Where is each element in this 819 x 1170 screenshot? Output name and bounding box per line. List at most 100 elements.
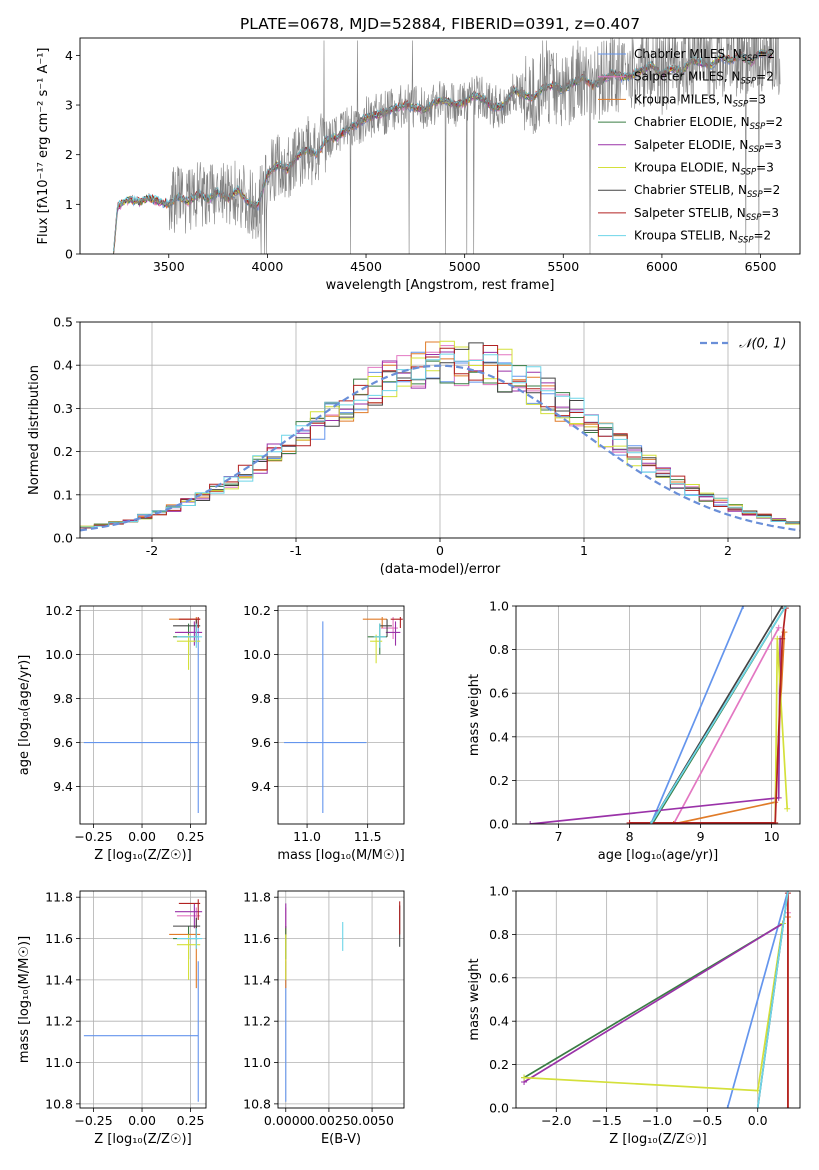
legend-text: Salpeter MILES, N <box>634 70 741 84</box>
y-tick-label: 0.6 <box>489 970 509 985</box>
y-tick-label: 11.8 <box>45 890 73 905</box>
y-tick-label: 0.4 <box>489 1014 509 1029</box>
y-tick-label: 11.6 <box>243 931 271 946</box>
y-axis-label: age [log₁₀(age/yr)] <box>17 655 32 776</box>
y-tick-label: 1 <box>65 197 73 212</box>
y-tick-label: 9.6 <box>53 735 73 750</box>
plot-area <box>278 606 404 824</box>
x-tick-label: 7 <box>555 829 563 844</box>
legend-entry: Chabrier ELODIE, NSSP=2 <box>634 115 783 132</box>
axes-frame <box>79 890 207 1109</box>
x-tick-label: -2 <box>146 543 158 558</box>
data-spectrum <box>113 38 781 254</box>
axes-age-vs-mass: 11.0 11.5 9.4 9.6 9.8 10.0 10.2 mass [log₁₀(M/M… <box>243 603 405 863</box>
legend-text: Salpeter ELODIE, N <box>634 138 748 152</box>
x-tick-label: 1 <box>580 543 588 558</box>
weight-marker <box>779 606 786 609</box>
y-tick-label: 4 <box>65 48 73 63</box>
legend-entry: Salpeter MILES, NSSP=2 <box>634 70 774 87</box>
y-tick-label: 9.8 <box>53 691 73 706</box>
y-tick-label: 0.1 <box>53 487 73 502</box>
legend-subscript: SSP <box>741 77 757 87</box>
x-axis-label: Z [log₁₀(Z/Z☉)] <box>609 1132 706 1147</box>
axes-frame <box>277 890 405 1109</box>
y-tick-label: 0.3 <box>53 401 73 416</box>
legend-entry: Kroupa STELIB, NSSP=2 <box>634 229 771 246</box>
axes-mass-weight-vs-age: 7 8 9 10 0.0 0.2 0.4 0.6 0.8 1.0 age [log₁₀(age/yr… <box>467 599 801 863</box>
x-tick-label: −0.25 <box>74 1113 112 1128</box>
weight-marker <box>782 606 789 609</box>
axes-frame <box>79 37 801 255</box>
legend-text: Chabrier ELODIE, N <box>634 115 750 129</box>
x-axis-label: E(B-V) <box>321 1132 361 1147</box>
legend-text: Kroupa MILES, N <box>634 92 733 106</box>
axes-mass-weight-vs-Z: −2.0 −1.5 −1.0 −0.5 0.0 0.0 0.2 0.4 0.6 0.8 1.0 Z [… <box>467 884 801 1147</box>
weight-line <box>673 632 786 824</box>
weight-marker <box>527 821 534 824</box>
weight-marker <box>626 819 633 824</box>
y-tick-label: 11.2 <box>243 1014 271 1029</box>
y-tick-label: 3 <box>65 98 73 113</box>
weight-marker <box>670 821 677 824</box>
y-tick-label: 0.2 <box>53 444 73 459</box>
weight-line <box>530 638 781 824</box>
y-tick-label: 9.4 <box>53 779 73 794</box>
x-tick-label: 0.0 <box>748 1113 768 1128</box>
y-tick-label: 0.8 <box>489 927 509 942</box>
plot-area <box>80 891 206 1108</box>
plot-area <box>516 606 800 824</box>
x-tick-label: 6500 <box>745 259 777 274</box>
x-tick-label: −1.0 <box>642 1113 672 1128</box>
x-tick-label: 6000 <box>646 259 678 274</box>
legend-text: Kroupa ELODIE, N <box>634 161 741 175</box>
axes-spectrum: 3500 4000 4500 5000 5500 6000 6500 0 1 2 3 4 wavelen… <box>36 37 801 293</box>
legend-suffix: =2 <box>754 229 772 243</box>
y-tick-label: 10.0 <box>45 647 73 662</box>
y-tick-label: 11.4 <box>243 972 271 987</box>
y-tick-label: 11.4 <box>45 972 73 987</box>
x-tick-label: 0.0025 <box>307 1113 351 1128</box>
y-tick-label: 9.4 <box>251 779 271 794</box>
weight-line <box>523 922 784 1083</box>
axes-mass-vs-Z: −0.25 0.00 0.25 10.8 11.0 11.2 11.4 11.6 11.8 Z [… <box>17 890 207 1147</box>
x-tick-label: 8 <box>626 829 634 844</box>
x-tick-label: 4500 <box>350 259 382 274</box>
weight-marker <box>784 805 791 812</box>
y-tick-label: 11.6 <box>45 931 73 946</box>
y-tick-label: 10.8 <box>45 1096 73 1111</box>
axes-frame <box>515 890 801 1109</box>
weight-marker <box>784 1105 791 1108</box>
x-tick-label: −1.5 <box>591 1113 621 1128</box>
y-axis-label: Flux [fλ10⁻¹⁷ erg cm⁻² s⁻¹ A⁻¹] <box>36 48 51 245</box>
legend-subscript: SSP <box>738 236 754 246</box>
plot-area <box>80 606 206 824</box>
y-tick-label: 0.0 <box>489 817 509 832</box>
weight-marker <box>775 624 782 631</box>
x-tick-label: 0.25 <box>177 1113 205 1128</box>
y-tick-label: 0 <box>65 247 73 262</box>
weight-marker <box>724 1105 731 1108</box>
legend-entry: Salpeter ELODIE, NSSP=3 <box>634 138 782 155</box>
axes-frame <box>515 605 801 825</box>
x-tick-label: 4000 <box>251 259 283 274</box>
y-tick-label: 10.0 <box>243 647 271 662</box>
y-tick-label: 1.0 <box>489 599 509 614</box>
x-tick-label: 0.00 <box>128 829 156 844</box>
histogram-step <box>80 353 800 528</box>
y-axis-label: Normed distribution <box>27 365 42 495</box>
y-axis-label: mass weight <box>467 674 482 756</box>
y-tick-label: 10.2 <box>243 603 271 618</box>
legend-text: Chabrier STELIB, N <box>634 183 747 197</box>
legend-entry: Chabrier STELIB, NSSP=2 <box>634 183 780 200</box>
x-tick-label: 0.00 <box>128 1113 156 1128</box>
weight-marker <box>521 1074 528 1081</box>
plot-area <box>278 891 404 1108</box>
x-tick-label: 0.0050 <box>350 1113 394 1128</box>
axes-age-vs-Z: −0.25 0.00 0.25 9.4 9.6 9.8 10.0 10.2 Z [log₁₀(Z… <box>17 603 207 863</box>
axes-frame <box>79 605 207 825</box>
plot-area <box>113 38 781 254</box>
x-tick-label: 5500 <box>547 259 579 274</box>
x-tick-label: 10 <box>764 829 780 844</box>
weight-marker <box>772 819 779 824</box>
